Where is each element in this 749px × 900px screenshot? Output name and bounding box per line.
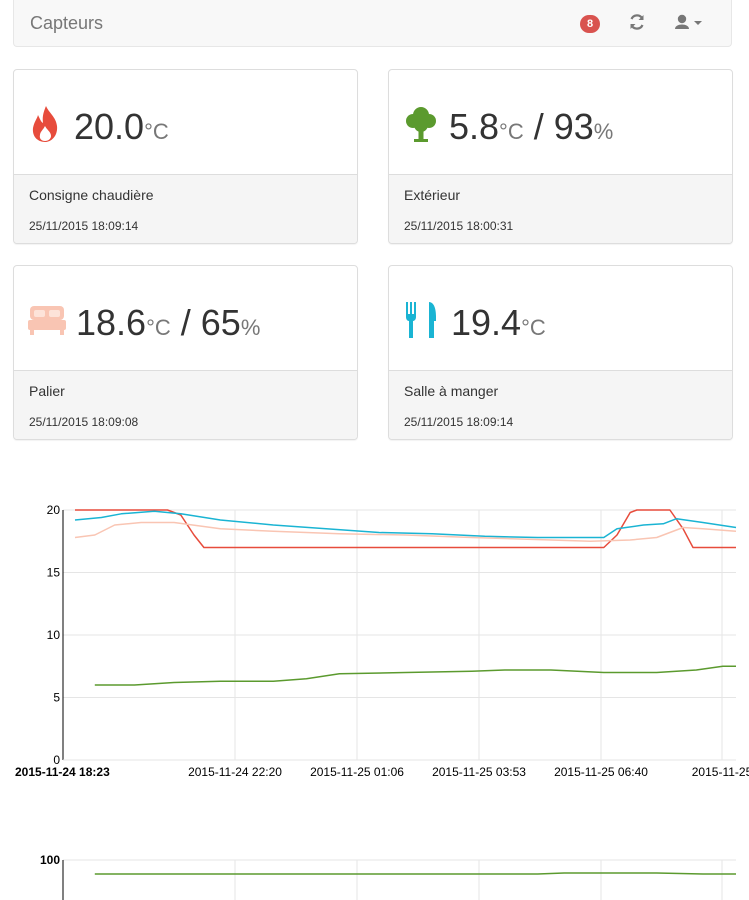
chart-x-axis: 2015-11-24 18:23 2015-11-24 22:20 2015-11-… [15, 765, 749, 779]
x-tick-label: 2015-11-25 01:06 [310, 765, 404, 779]
sensor-reading: 20.0°C [74, 106, 169, 148]
sensor-timestamp: 25/11/2015 18:09:14 [29, 219, 139, 233]
sensor-unit-2: % [593, 119, 614, 144]
sensor-panel-body: 20.0°C [14, 70, 357, 174]
sensor-separator: / [523, 106, 554, 147]
sensor-value-2: 65 [200, 302, 241, 343]
chart-grid [62, 509, 736, 761]
sensor-value: 18.6 [76, 302, 147, 343]
user-dropdown-icon[interactable] [674, 13, 706, 33]
flame-icon [28, 104, 64, 144]
chart-series-group [94, 872, 736, 875]
sensor-reading: 5.8°C / 93% [449, 106, 613, 148]
sensor-unit: °C [146, 315, 171, 340]
notification-badge[interactable]: 8 [580, 15, 600, 33]
sensor-unit-2: % [240, 315, 261, 340]
sensor-timestamp: 25/11/2015 18:09:14 [404, 415, 514, 429]
fork-knife-icon [403, 300, 439, 340]
sensor-panel-body: 18.6°C / 65% [14, 266, 357, 370]
sensor-value: 19.4 [451, 302, 522, 343]
x-tick-label: 2015-11-25 03:53 [432, 765, 526, 779]
chart-series-group [74, 509, 737, 686]
navbar: Capteurs 8 [13, 0, 732, 47]
chart-grid [62, 859, 736, 900]
x-tick-label: 2015-11-25 06:40 [554, 765, 648, 779]
sensor-panel-body: 19.4°C [389, 266, 732, 370]
sensor-timestamp: 25/11/2015 18:09:08 [29, 415, 139, 429]
chart-y-axis: 20 15 10 5 0 [47, 503, 61, 767]
sensor-name: Consigne chaudière [29, 187, 154, 203]
sensor-panel-outdoor[interactable]: 5.8°C / 93% Extérieur 25/11/2015 18:00:3… [388, 69, 733, 244]
y-tick-label: 0 [53, 753, 60, 767]
sensor-unit: °C [521, 315, 546, 340]
sensor-panel-footer: Consigne chaudière 25/11/2015 18:09:14 [14, 174, 357, 243]
sensor-value-2: 93 [553, 106, 594, 147]
x-tick-label: 2015-11-25 [692, 765, 749, 779]
sensor-panel-footer: Palier 25/11/2015 18:09:08 [14, 370, 357, 439]
x-tick-label: 2015-11-24 18:23 [15, 765, 110, 779]
series-line-1[interactable] [74, 510, 737, 539]
x-tick-label: 2015-11-24 22:20 [188, 765, 282, 779]
humidity-chart[interactable]: 100 [0, 850, 749, 900]
series-line-2[interactable] [74, 521, 737, 543]
sensor-panel-footer: Extérieur 25/11/2015 18:00:31 [389, 174, 732, 243]
sensor-unit: °C [144, 119, 169, 144]
refresh-icon[interactable] [628, 12, 646, 32]
y-tick-label: 100 [40, 853, 60, 867]
sensor-reading: 18.6°C / 65% [76, 302, 260, 344]
series-line-0[interactable] [75, 509, 736, 549]
sensor-reading: 19.4°C [451, 302, 546, 344]
chart-y-axis: 100 [40, 853, 60, 867]
sensor-name: Extérieur [404, 187, 461, 203]
sensor-unit: °C [499, 119, 524, 144]
navbar-title[interactable]: Capteurs [30, 13, 104, 33]
sensor-panel-landing[interactable]: 18.6°C / 65% Palier 25/11/2015 18:09:08 [13, 265, 358, 440]
sensor-timestamp: 25/11/2015 18:00:31 [404, 219, 514, 233]
sensor-panel-dining-room[interactable]: 19.4°C Salle à manger 25/11/2015 18:09:1… [388, 265, 733, 440]
bed-icon [28, 300, 66, 340]
y-tick-label: 5 [53, 691, 60, 705]
temperature-chart[interactable]: 20 15 10 5 0 2015-11-24 18:23 2015-11-24 22:2… [0, 490, 749, 790]
y-tick-label: 15 [47, 566, 61, 580]
sensor-name: Salle à manger [404, 383, 499, 399]
sensor-name: Palier [29, 383, 65, 399]
y-tick-label: 10 [47, 628, 61, 642]
sensor-panel-body: 5.8°C / 93% [389, 70, 732, 174]
sensor-panel-boiler[interactable]: 20.0°C Consigne chaudière 25/11/2015 18:… [13, 69, 358, 244]
sensor-panel-footer: Salle à manger 25/11/2015 18:09:14 [389, 370, 732, 439]
y-tick-label: 20 [47, 503, 61, 517]
series-line-3[interactable] [94, 665, 736, 686]
sensor-value: 20.0 [74, 106, 145, 147]
tree-icon [403, 104, 439, 144]
series-line-0[interactable] [94, 872, 736, 875]
sensor-separator: / [170, 302, 201, 343]
sensor-value: 5.8 [449, 106, 500, 147]
